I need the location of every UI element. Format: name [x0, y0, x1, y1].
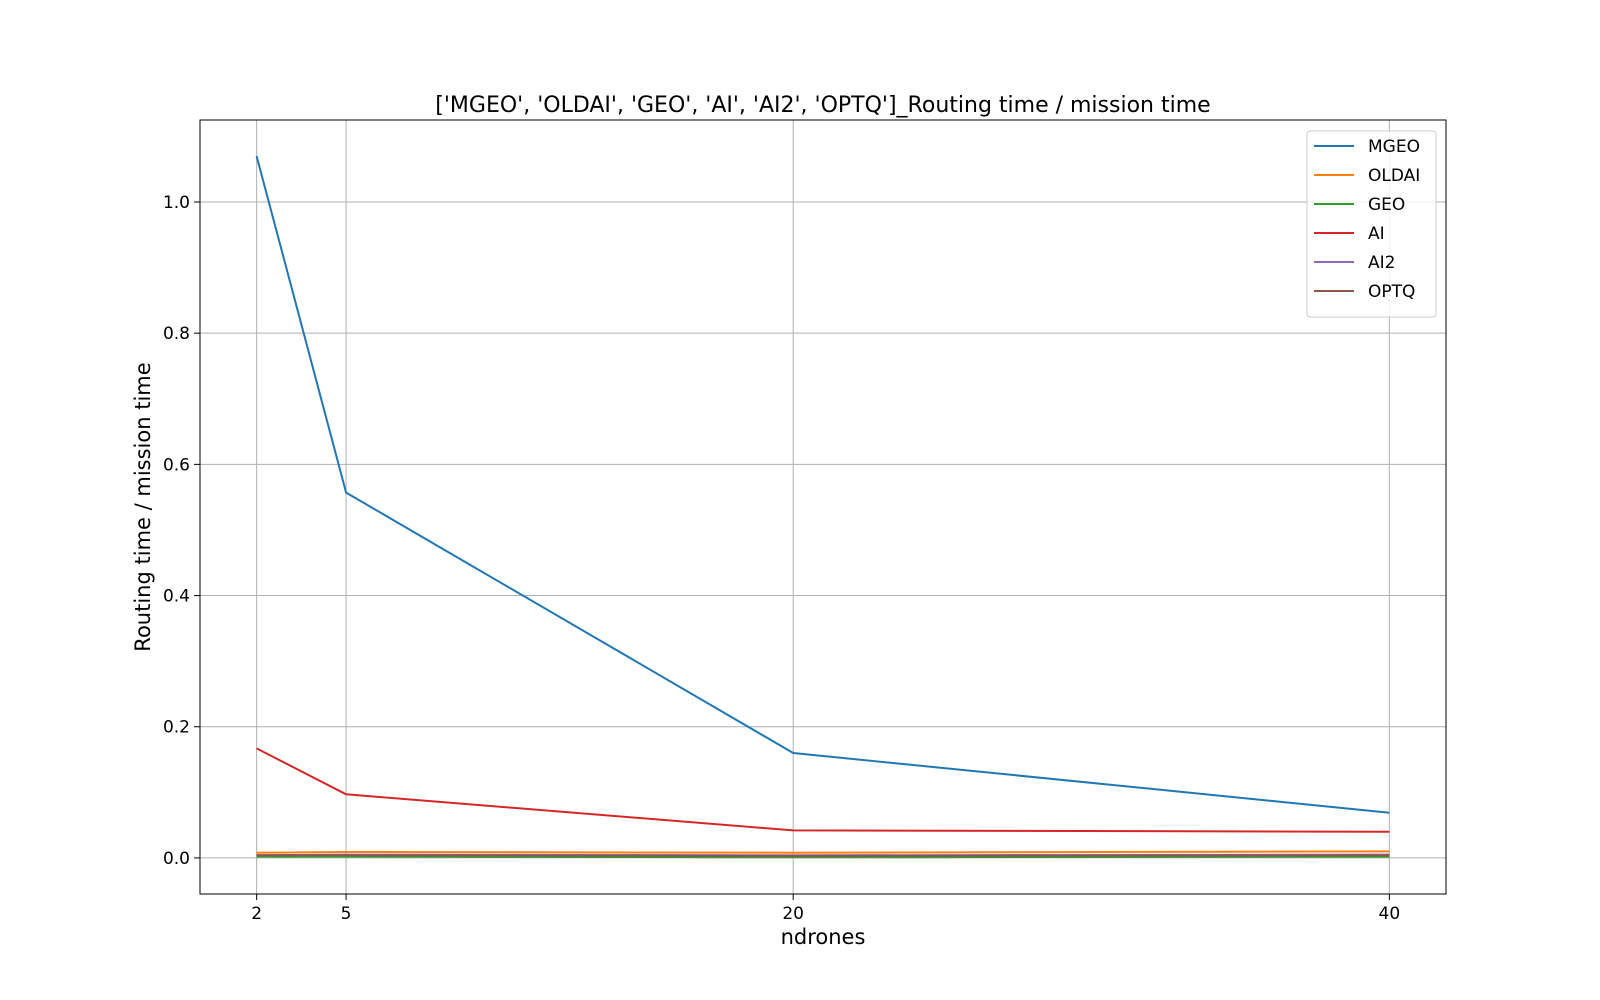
- x-axis-label: ndrones: [781, 925, 866, 949]
- y-tick-label: 0.8: [163, 324, 190, 344]
- y-axis-ticks: 0.0 0.2 0.4 0.6 0.8 1.0: [163, 193, 200, 869]
- y-axis-label: Routing time / mission time: [131, 362, 155, 651]
- legend-entry: MGEO: [1368, 137, 1420, 157]
- legend-entry: AI: [1368, 224, 1385, 244]
- series-line-oldai: [256, 850, 1390, 854]
- series-lines: [255, 155, 1390, 859]
- legend-entry: GEO: [1368, 195, 1405, 215]
- legend: MGEO OLDAI GEO AI AI2 OPTQ: [1306, 130, 1437, 318]
- y-tick-label: 0.6: [163, 455, 190, 475]
- x-axis-ticks: 2 5 20 40: [251, 894, 1400, 924]
- grid: [200, 120, 1446, 894]
- series-line-ai: [256, 747, 1390, 833]
- x-tick-label: 20: [782, 904, 804, 924]
- y-tick-label: 0.2: [163, 718, 190, 738]
- x-tick-label: 40: [1379, 904, 1401, 924]
- y-tick-label: 0.0: [163, 849, 190, 869]
- x-tick-label: 5: [341, 904, 352, 924]
- legend-entry: OLDAI: [1368, 166, 1420, 186]
- series-line-optq: [256, 854, 1390, 857]
- y-tick-label: 0.4: [163, 587, 190, 607]
- x-tick-label: 2: [251, 904, 262, 924]
- plot-frame: [199, 119, 1447, 895]
- legend-entry: AI2: [1368, 253, 1395, 273]
- legend-box: [1306, 130, 1437, 318]
- legend-entry: OPTQ: [1368, 282, 1415, 302]
- y-tick-label: 1.0: [163, 193, 190, 213]
- chart-title: ['MGEO', 'OLDAI', 'GEO', 'AI', 'AI2', 'O…: [435, 93, 1210, 118]
- series-line-mgeo: [255, 155, 1390, 814]
- series-line-geo: [256, 855, 1390, 859]
